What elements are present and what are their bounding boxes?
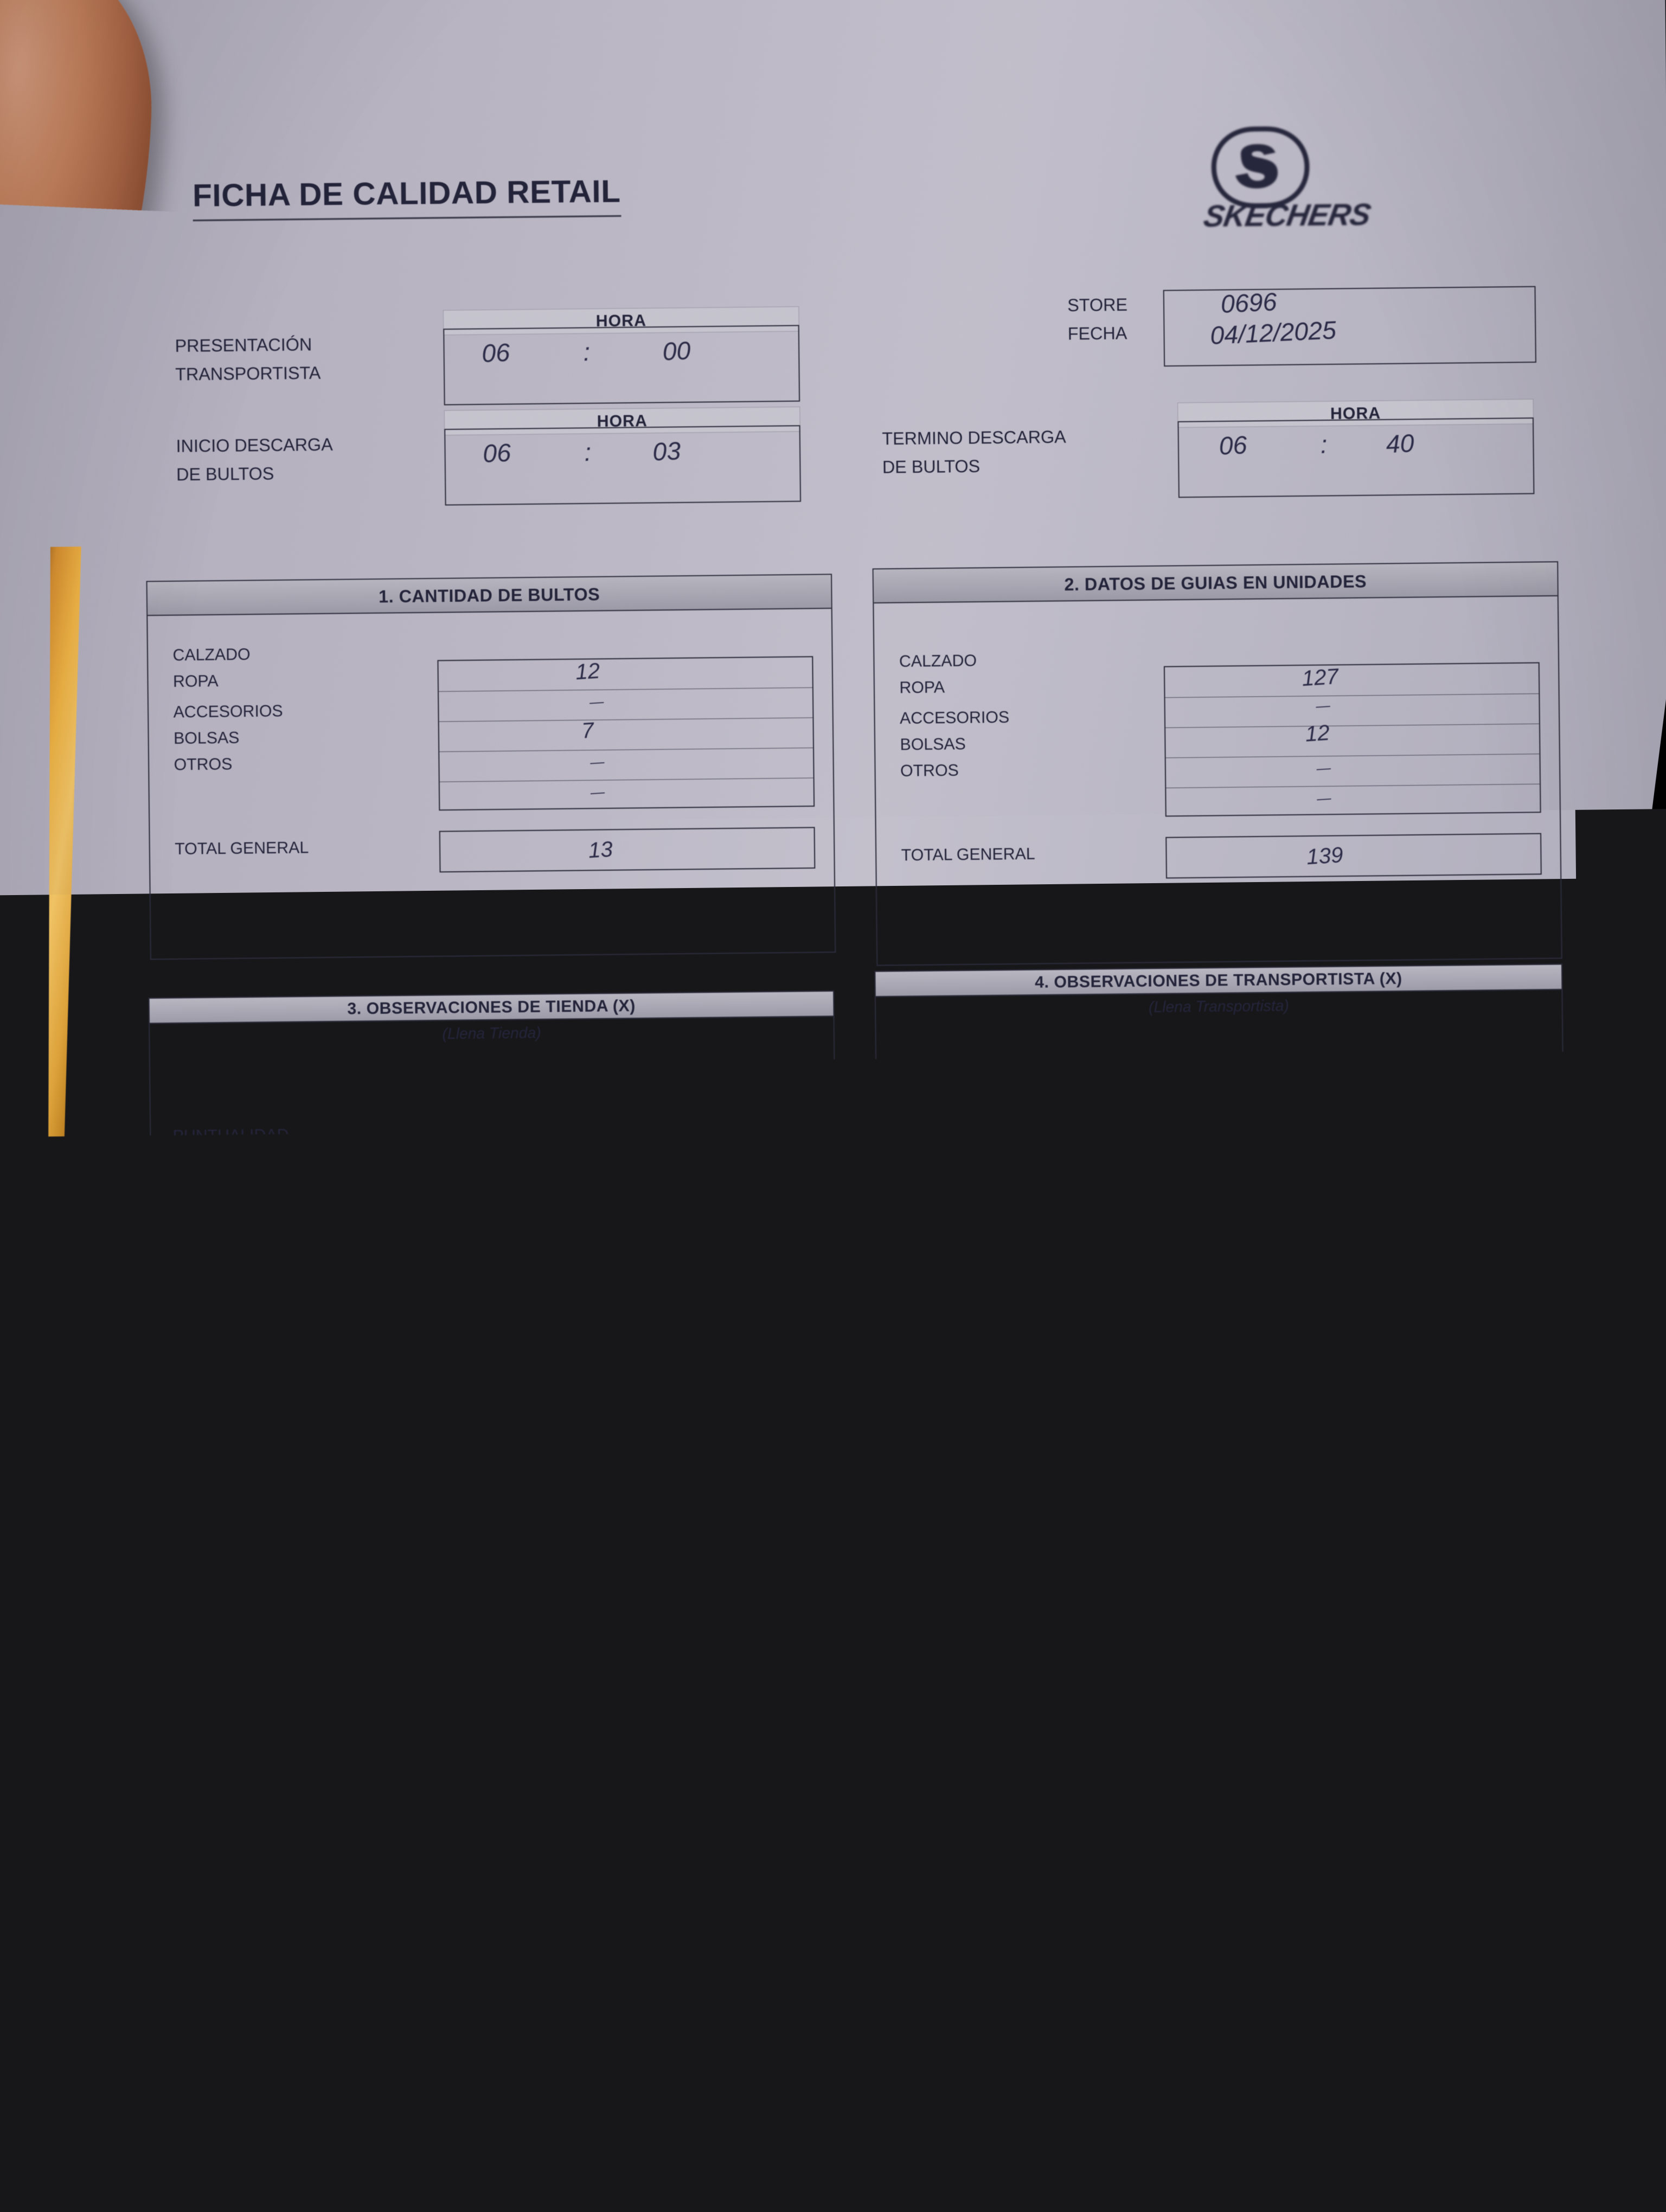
svg-text:SKECHERS: SKECHERS: [1202, 197, 1373, 231]
